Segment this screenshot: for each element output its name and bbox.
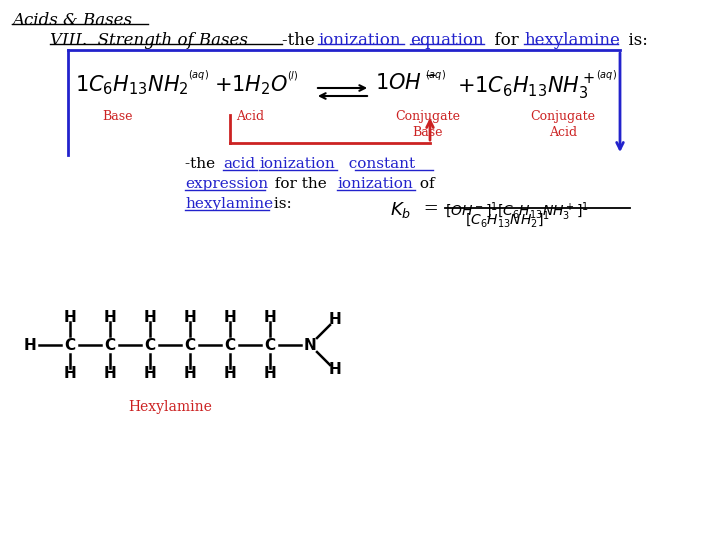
Text: Conjugate
Base: Conjugate Base bbox=[395, 110, 461, 139]
Text: H: H bbox=[328, 313, 341, 327]
Text: =: = bbox=[418, 200, 438, 218]
Text: ionization: ionization bbox=[337, 177, 413, 191]
Text: C: C bbox=[64, 338, 76, 353]
Text: C: C bbox=[264, 338, 276, 353]
Text: -the: -the bbox=[185, 157, 220, 171]
Text: VIII.  Strength of Bases: VIII. Strength of Bases bbox=[50, 32, 248, 49]
Text: N: N bbox=[304, 338, 316, 353]
Text: C: C bbox=[145, 338, 156, 353]
Text: constant: constant bbox=[339, 157, 415, 171]
Text: hexylamine: hexylamine bbox=[185, 197, 273, 211]
Text: Base: Base bbox=[103, 110, 133, 123]
Text: $_{(aq)}$: $_{(aq)}$ bbox=[425, 69, 446, 83]
Text: equation: equation bbox=[410, 32, 484, 49]
Text: hexylamine: hexylamine bbox=[524, 32, 620, 49]
Text: H: H bbox=[143, 366, 156, 381]
Text: for: for bbox=[484, 32, 524, 49]
Text: H: H bbox=[184, 366, 197, 381]
Text: acid: acid bbox=[223, 157, 255, 171]
Text: $_{(aq)}$: $_{(aq)}$ bbox=[596, 69, 617, 83]
Text: Acids & Bases: Acids & Bases bbox=[12, 12, 132, 29]
Text: $+ 1C_6H_{13}NH_3^+$: $+ 1C_6H_{13}NH_3^+$ bbox=[457, 73, 595, 102]
Text: Acid: Acid bbox=[236, 110, 264, 123]
Text: for the: for the bbox=[265, 177, 332, 191]
Text: H: H bbox=[24, 338, 37, 353]
Text: ionization: ionization bbox=[259, 157, 335, 171]
Text: H: H bbox=[264, 366, 276, 381]
Text: $+ 1H_2O$: $+ 1H_2O$ bbox=[214, 73, 288, 97]
Text: $K_b$: $K_b$ bbox=[390, 200, 411, 220]
Text: H: H bbox=[328, 362, 341, 377]
Text: expression: expression bbox=[185, 177, 268, 191]
Text: -the: -the bbox=[282, 32, 320, 49]
Text: Conjugate
Acid: Conjugate Acid bbox=[531, 110, 595, 139]
Text: $1OH^-$: $1OH^-$ bbox=[375, 73, 438, 93]
Text: H: H bbox=[104, 309, 117, 325]
Text: C: C bbox=[184, 338, 196, 353]
Text: is:: is: bbox=[269, 197, 292, 211]
Text: $_{(aq)}$: $_{(aq)}$ bbox=[188, 69, 209, 83]
Text: H: H bbox=[264, 309, 276, 325]
Text: C: C bbox=[104, 338, 116, 353]
Text: H: H bbox=[104, 366, 117, 381]
Text: $1C_6H_{13}NH_2$: $1C_6H_{13}NH_2$ bbox=[75, 73, 189, 97]
Text: Hexylamine: Hexylamine bbox=[128, 400, 212, 414]
Text: $[OH^-]^1[C_6H_{13}NH_3^+]^1$: $[OH^-]^1[C_6H_{13}NH_3^+]^1$ bbox=[445, 200, 589, 222]
Text: ionization: ionization bbox=[318, 32, 400, 49]
Text: H: H bbox=[224, 309, 236, 325]
Text: H: H bbox=[63, 366, 76, 381]
Text: H: H bbox=[63, 309, 76, 325]
Text: H: H bbox=[224, 366, 236, 381]
Text: C: C bbox=[225, 338, 235, 353]
Text: is:: is: bbox=[618, 32, 648, 49]
Text: $[C_6H_{13}NH_2]^1$: $[C_6H_{13}NH_2]^1$ bbox=[465, 210, 550, 231]
Text: of: of bbox=[415, 177, 435, 191]
Text: $_{(l)}$: $_{(l)}$ bbox=[287, 69, 299, 83]
Text: H: H bbox=[184, 309, 197, 325]
Text: H: H bbox=[143, 309, 156, 325]
